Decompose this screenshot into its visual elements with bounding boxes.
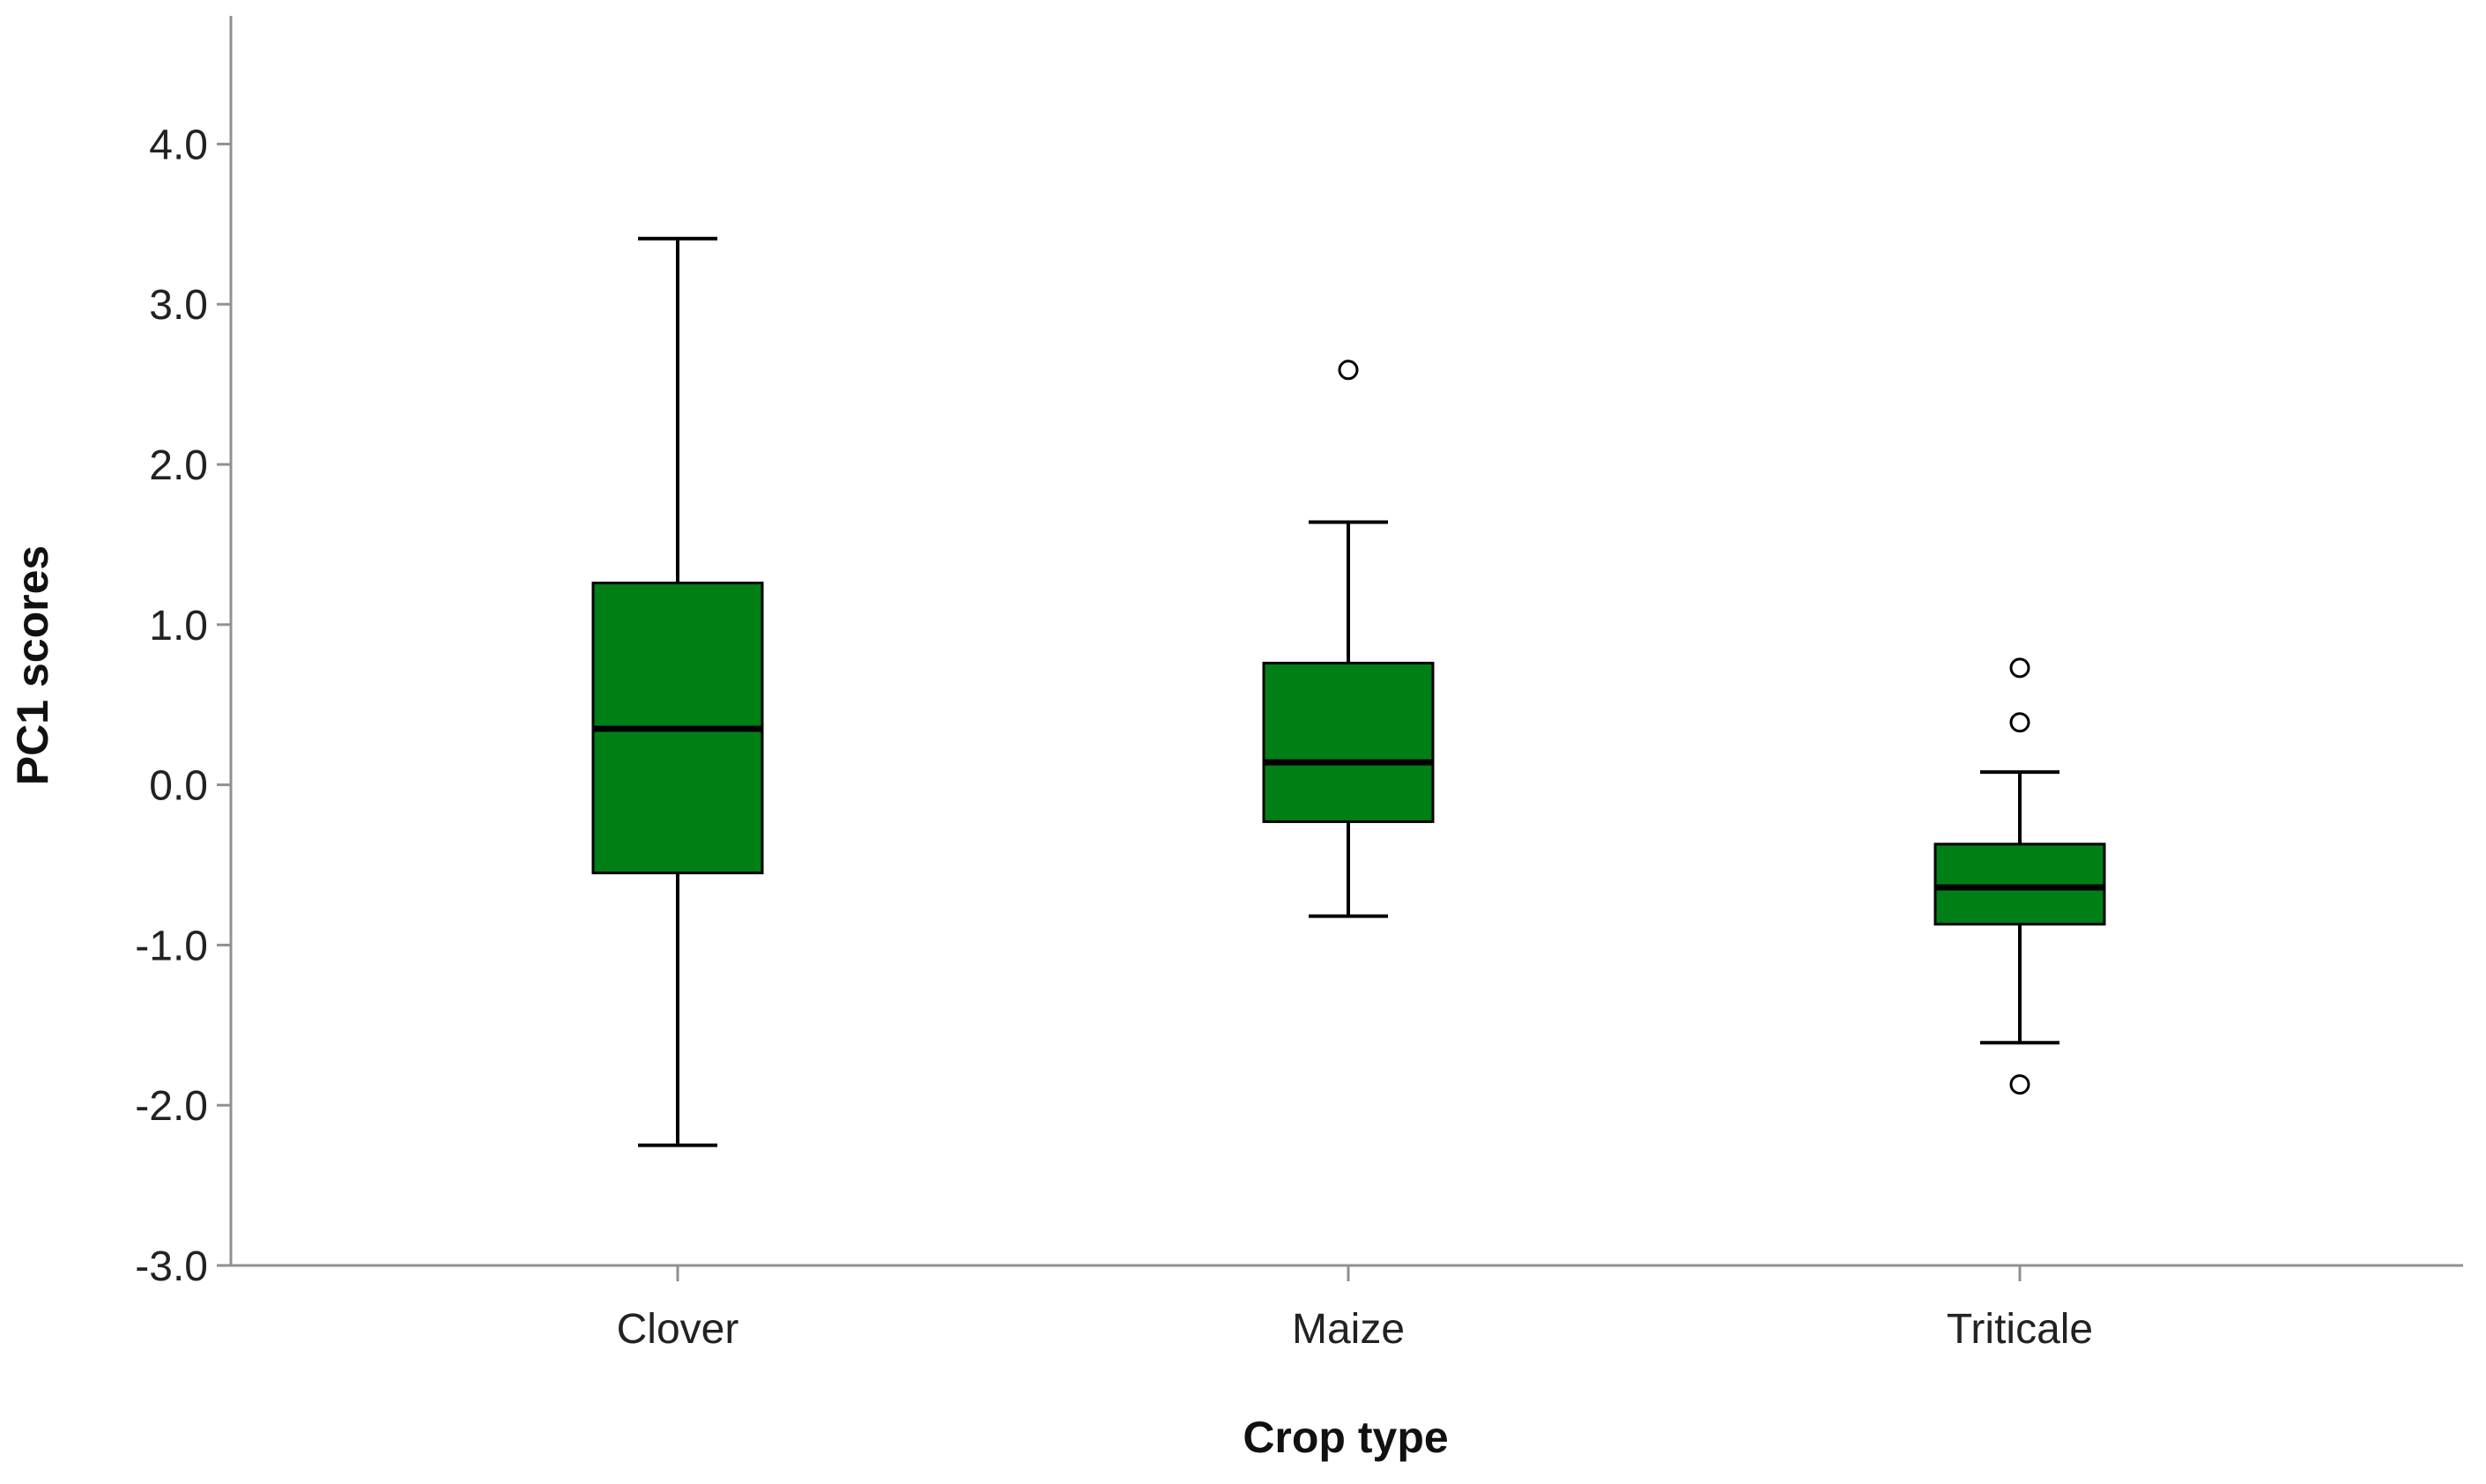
y-tick-label: -1.0 (135, 923, 208, 969)
y-axis-title: PC1 scores (8, 545, 57, 785)
y-tick-label: 3.0 (149, 282, 208, 329)
box-iqr (1933, 842, 2106, 926)
box-group-clover (591, 236, 764, 1147)
box-iqr (1262, 661, 1435, 823)
outlier-point (2009, 657, 2030, 679)
x-tick-label: Triticale (1947, 1306, 2093, 1353)
x-axis-title: Crop type (1243, 1413, 1448, 1462)
outlier-point (2009, 1074, 2030, 1095)
box-group-triticale (1933, 657, 2106, 1095)
y-tick-label: -3.0 (135, 1243, 208, 1290)
y-tick-label: 2.0 (149, 442, 208, 489)
x-tick-label: Clover (617, 1306, 739, 1353)
y-tick-label: 4.0 (149, 122, 208, 168)
box-group-maize (1262, 360, 1435, 918)
outlier-point (2009, 712, 2030, 733)
y-tick-label: 0.0 (149, 763, 208, 810)
outlier-point (1338, 360, 1359, 381)
boxes (591, 236, 2106, 1147)
y-tick-label: 1.0 (149, 603, 208, 649)
x-tick-label: Maize (1292, 1306, 1405, 1353)
axes: -3.0 -2.0 -1.0 0.0 1.0 2.0 3.0 4.0 Clover Maize Tr… (135, 16, 2463, 1353)
y-tick-label: -2.0 (135, 1083, 208, 1130)
